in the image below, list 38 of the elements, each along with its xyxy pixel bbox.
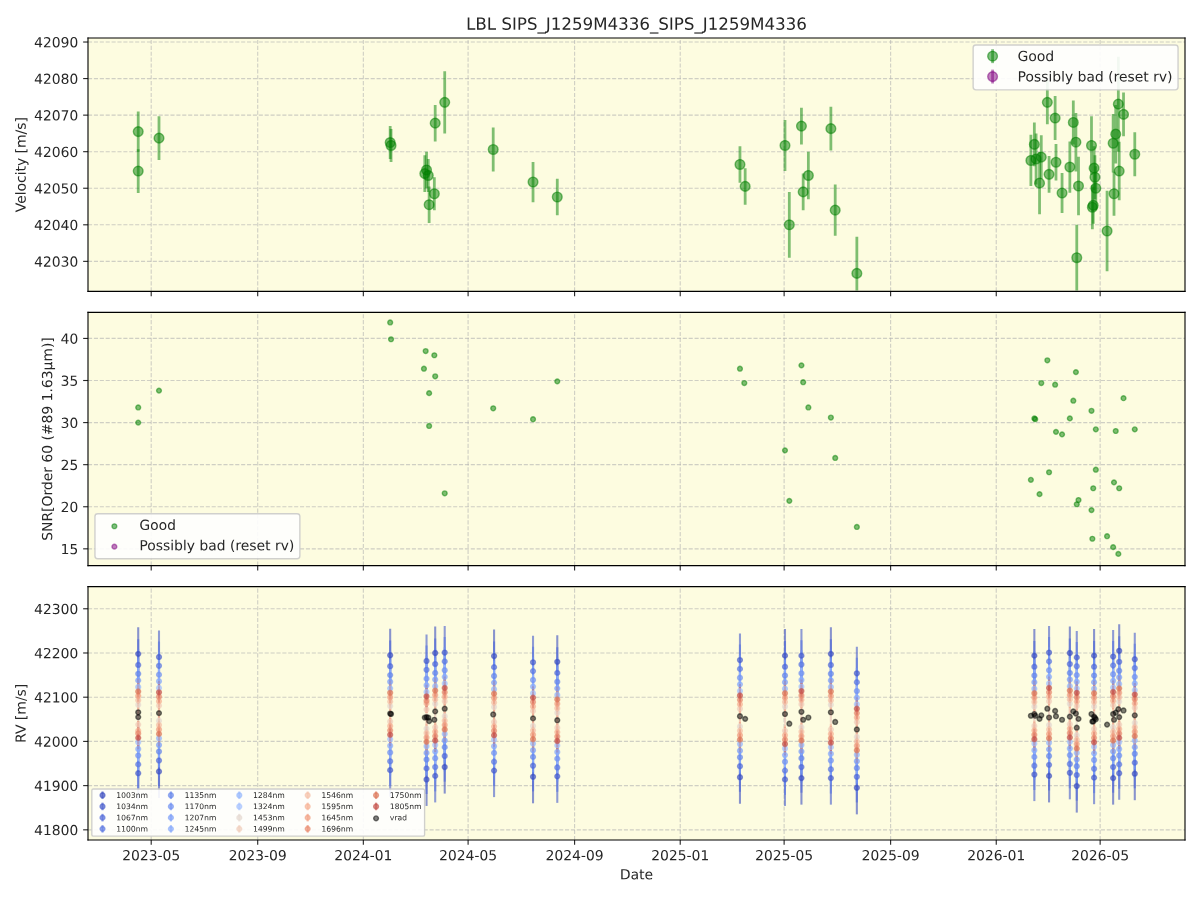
x-axis-title: Date [621, 869, 653, 880]
y-tick-label: 42080 [34, 73, 78, 85]
y-tick-label: 42040 [34, 219, 78, 231]
legend-label: Good [1018, 50, 1053, 62]
x-tick-label: 2023-05 [123, 849, 180, 861]
legend-label: Good [140, 519, 175, 531]
x-tick-label: 2026-01 [968, 849, 1024, 861]
y-tick-label: 30 [61, 417, 78, 429]
y-tick-label: 40 [61, 333, 78, 344]
y-tick-label: 42100 [34, 692, 78, 703]
x-tick-label: 2024-05 [440, 849, 496, 861]
y-tick-label: 42000 [34, 736, 78, 747]
y-tick-label: 41800 [34, 824, 78, 836]
y-tick-label: 42200 [34, 647, 78, 659]
y-tick-label: 35 [61, 375, 78, 386]
y-tick-label: 42090 [34, 36, 78, 48]
y-tick-label: 42050 [34, 183, 78, 194]
legend-label: Possibly bad (reset rv) [140, 539, 294, 554]
chart-title: LBL SIPS_J1259M4336_SIPS_J1259M4336 [467, 17, 806, 34]
x-tick-label: 2026-05 [1072, 849, 1128, 861]
y-tick-label: 42300 [34, 603, 78, 615]
y-tick-label: 20 [61, 501, 78, 513]
y-tick-label: 42060 [34, 146, 78, 158]
y-tick-label: 42070 [34, 110, 78, 121]
x-tick-label: 2024-01 [335, 849, 392, 861]
y-tick-label: 42030 [34, 256, 78, 267]
y-tick-label: 15 [62, 543, 78, 555]
x-tick-label: 2024-09 [546, 849, 603, 861]
y-tick-label: 25 [61, 459, 78, 471]
y-tick-label: 41900 [34, 780, 78, 792]
y-axis-title: RV [m/s] [15, 684, 28, 742]
x-tick-label: 2023-09 [229, 849, 286, 861]
x-tick-label: 2025-05 [756, 849, 812, 861]
x-tick-label: 2025-01 [652, 849, 708, 861]
legend-label: Possibly bad (reset rv) [1018, 70, 1172, 85]
x-tick-label: 2025-09 [862, 849, 919, 861]
y-axis-title: SNR[Order 60 (#89 1.63μm)] [41, 338, 56, 540]
y-axis-title: Velocity [m/s] [15, 118, 29, 213]
